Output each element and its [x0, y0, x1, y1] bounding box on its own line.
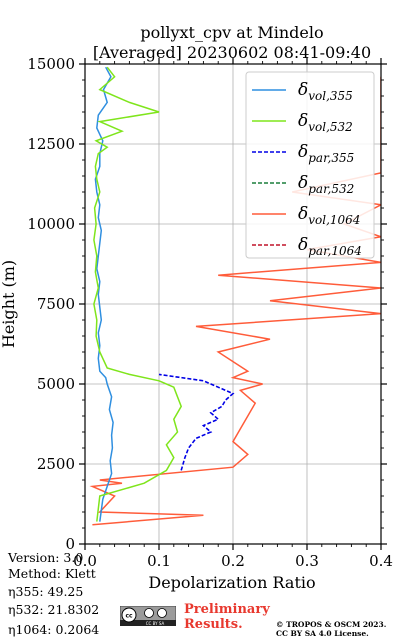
y-axis-label: Height (m): [0, 260, 18, 348]
y-tick-label: 0: [65, 535, 75, 553]
legend-label: δpar,1064: [298, 235, 362, 258]
preliminary-results-label: Preliminary Results.: [184, 602, 270, 632]
legend: δvol,355 δvol,532 δpar,355 δpar,532 δvol,106…: [245, 71, 375, 259]
legend-label: δvol,532: [298, 111, 353, 134]
version-text: Version: 3.0: [8, 550, 84, 565]
cc-logo-text: CC BY SA: [146, 621, 165, 626]
series-line-0: [94, 66, 114, 522]
legend-label: δvol,1064: [298, 204, 360, 227]
cc-license-icon: cc CC BY SA: [120, 606, 176, 626]
y-tick-label: 15000: [27, 55, 75, 73]
x-tick-label: 0.2: [221, 552, 245, 570]
chart-title: pollyxt_cpv at Mindelo: [140, 23, 323, 42]
svg-text:cc: cc: [125, 613, 133, 620]
method-text: Method: Klett: [8, 566, 96, 581]
preliminary-line-1: Preliminary: [184, 602, 270, 617]
x-tick-label: 0.3: [295, 552, 319, 570]
copyright-line-2: CC BY SA 4.0 License.: [276, 629, 369, 638]
eta355-text: η355: 49.25: [8, 584, 84, 599]
x-tick-label: 0.1: [147, 552, 171, 570]
x-tick-label: 0.0: [73, 552, 97, 570]
series-line-1: [93, 66, 183, 522]
legend-label: δpar,355: [298, 142, 354, 165]
eta532-text: η532: 21.8302: [8, 602, 100, 617]
y-tick-label: 10000: [27, 215, 75, 233]
axis-ticks: 0.0 0.1 0.2 0.3 0.4 0 2500 5000 7500 10000 12500 15…: [27, 55, 393, 570]
copyright-line-1: © TROPOS & OSCM 2023.: [276, 620, 387, 629]
x-axis-label: Depolarization Ratio: [148, 573, 315, 592]
copyright-notice: © TROPOS & OSCM 2023. CC BY SA 4.0 Licen…: [276, 620, 386, 638]
legend-label: δpar,532: [298, 173, 354, 196]
legend-box: [245, 71, 375, 259]
chart-subtitle: [Averaged] 20230602 08:41-09:40: [93, 43, 371, 62]
x-tick-label: 0.4: [369, 552, 393, 570]
y-tick-label: 5000: [37, 375, 75, 393]
y-tick-label: 7500: [37, 295, 75, 313]
preliminary-line-2: Results.: [184, 617, 243, 632]
legend-label: δvol,355: [298, 80, 353, 103]
series-line-2: [158, 373, 235, 471]
y-tick-label: 12500: [27, 135, 75, 153]
eta1064-text: η1064: 0.2064: [8, 622, 100, 637]
y-tick-label: 2500: [37, 455, 75, 473]
